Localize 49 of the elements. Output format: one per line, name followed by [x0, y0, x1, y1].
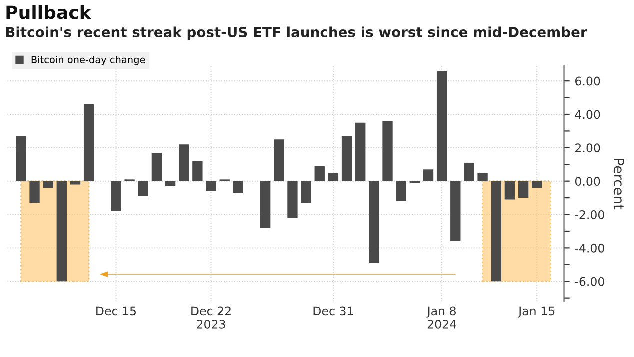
- x-tick-label: Jan 15: [518, 306, 555, 318]
- y-tick-label: 4.00: [575, 110, 600, 120]
- x-tick-label: Dec 15: [96, 306, 136, 316]
- bar: [274, 140, 284, 182]
- bar: [233, 181, 244, 194]
- bar: [342, 136, 352, 182]
- bar: [165, 181, 176, 186]
- bar: [314, 166, 325, 182]
- bar: [206, 181, 216, 192]
- bar: [478, 172, 488, 182]
- x-tick-label: Jan 8 2024: [426, 306, 456, 329]
- chart-subtitle: Bitcoin's recent streak post-US ETF launches is worst since mid-December: [6, 26, 588, 40]
- bar: [192, 161, 203, 182]
- y-tick-label: -4.00: [575, 244, 604, 253]
- bar: [396, 181, 406, 202]
- bar: [138, 181, 148, 196]
- x-tick-label: Dec 31: [314, 306, 354, 316]
- bar: [436, 71, 448, 182]
- bar: [288, 181, 298, 218]
- bar: [356, 122, 366, 182]
- bar: [369, 181, 380, 264]
- bar: [464, 162, 474, 182]
- bar: [382, 121, 393, 182]
- bar: [260, 181, 271, 228]
- bar: [328, 172, 339, 182]
- bar: [43, 181, 54, 188]
- bar: [16, 136, 26, 182]
- legend-label: Bitcoin one-day change: [32, 56, 146, 66]
- x-tick-label: Dec 22 2023: [192, 306, 231, 329]
- bar: [56, 181, 68, 282]
- bar: [491, 181, 502, 282]
- bar: [30, 181, 40, 204]
- bar: [84, 104, 94, 182]
- bar: [152, 152, 162, 182]
- y-tick-label: 6.00: [576, 76, 600, 86]
- bar: [532, 181, 542, 188]
- bar: [518, 181, 529, 198]
- y-tick-label: 0.00: [575, 177, 600, 186]
- y-axis-title: Percent: [614, 159, 624, 210]
- y-tick-label: 2.00: [576, 144, 600, 153]
- bar: [423, 170, 434, 182]
- bar: [301, 181, 312, 204]
- bar: [450, 181, 461, 242]
- bar: [504, 181, 516, 200]
- bar: [179, 144, 190, 182]
- bar: [111, 181, 122, 212]
- chart-title: Pullback: [6, 5, 92, 20]
- y-tick-label: -6.00: [575, 277, 604, 286]
- y-tick-label: -2.00: [575, 210, 604, 220]
